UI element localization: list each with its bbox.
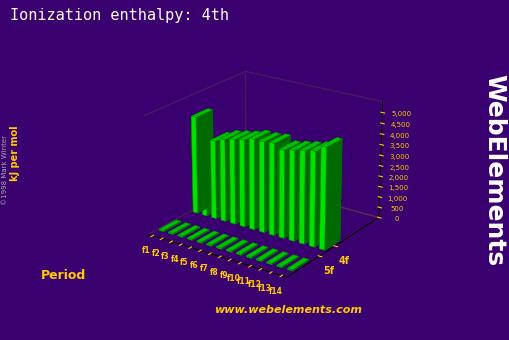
Text: WebElements: WebElements <box>482 74 506 266</box>
Text: Ionization enthalpy: 4th: Ionization enthalpy: 4th <box>10 8 229 23</box>
Text: www.webelements.com: www.webelements.com <box>214 305 361 315</box>
Text: kJ per mol: kJ per mol <box>10 125 20 181</box>
Text: Period: Period <box>41 269 86 282</box>
Text: ©1998 Mark Winter: ©1998 Mark Winter <box>2 135 8 205</box>
